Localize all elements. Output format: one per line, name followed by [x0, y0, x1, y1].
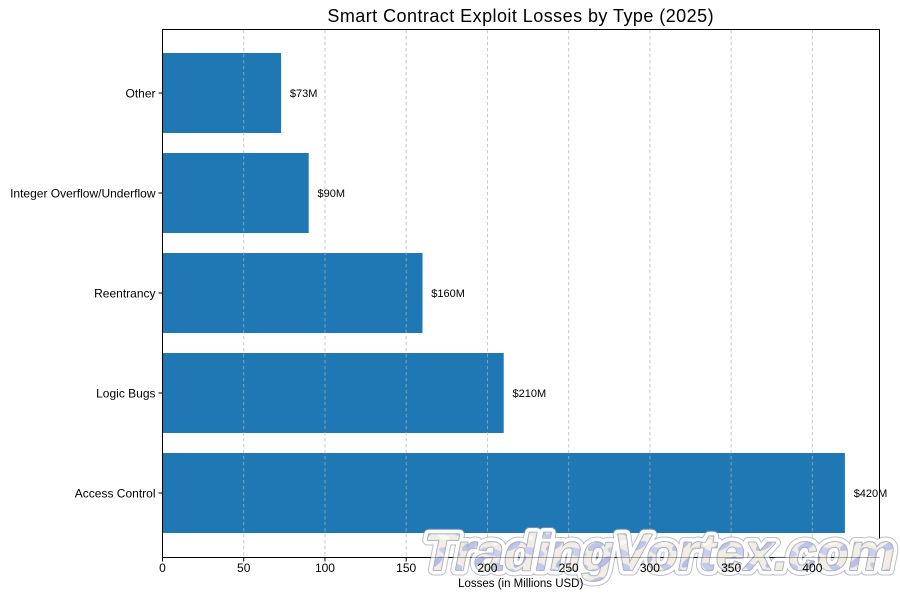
svg-text:$160M: $160M [431, 288, 465, 300]
svg-text:50: 50 [237, 561, 251, 575]
svg-text:Logic Bugs: Logic Bugs [96, 386, 155, 400]
svg-text:Integer Overflow/Underflow: Integer Overflow/Underflow [10, 186, 156, 200]
svg-text:Smart Contract Exploit Losses: Smart Contract Exploit Losses by Type (2… [327, 6, 714, 26]
svg-text:350: 350 [721, 561, 741, 575]
svg-text:400: 400 [802, 561, 822, 575]
svg-text:0: 0 [159, 561, 166, 575]
svg-text:300: 300 [640, 561, 660, 575]
svg-text:$90M: $90M [318, 188, 346, 200]
svg-text:$73M: $73M [290, 88, 318, 100]
svg-text:100: 100 [315, 561, 335, 575]
svg-text:200: 200 [477, 561, 497, 575]
svg-text:150: 150 [396, 561, 416, 575]
svg-text:Losses (in Millions USD): Losses (in Millions USD) [458, 578, 583, 590]
svg-text:Reentrancy: Reentrancy [94, 286, 155, 300]
svg-text:Access Control: Access Control [75, 486, 156, 500]
svg-text:$210M: $210M [513, 388, 547, 400]
svg-text:Other: Other [125, 86, 155, 100]
svg-text:$420M: $420M [854, 488, 888, 500]
svg-text:250: 250 [559, 561, 579, 575]
